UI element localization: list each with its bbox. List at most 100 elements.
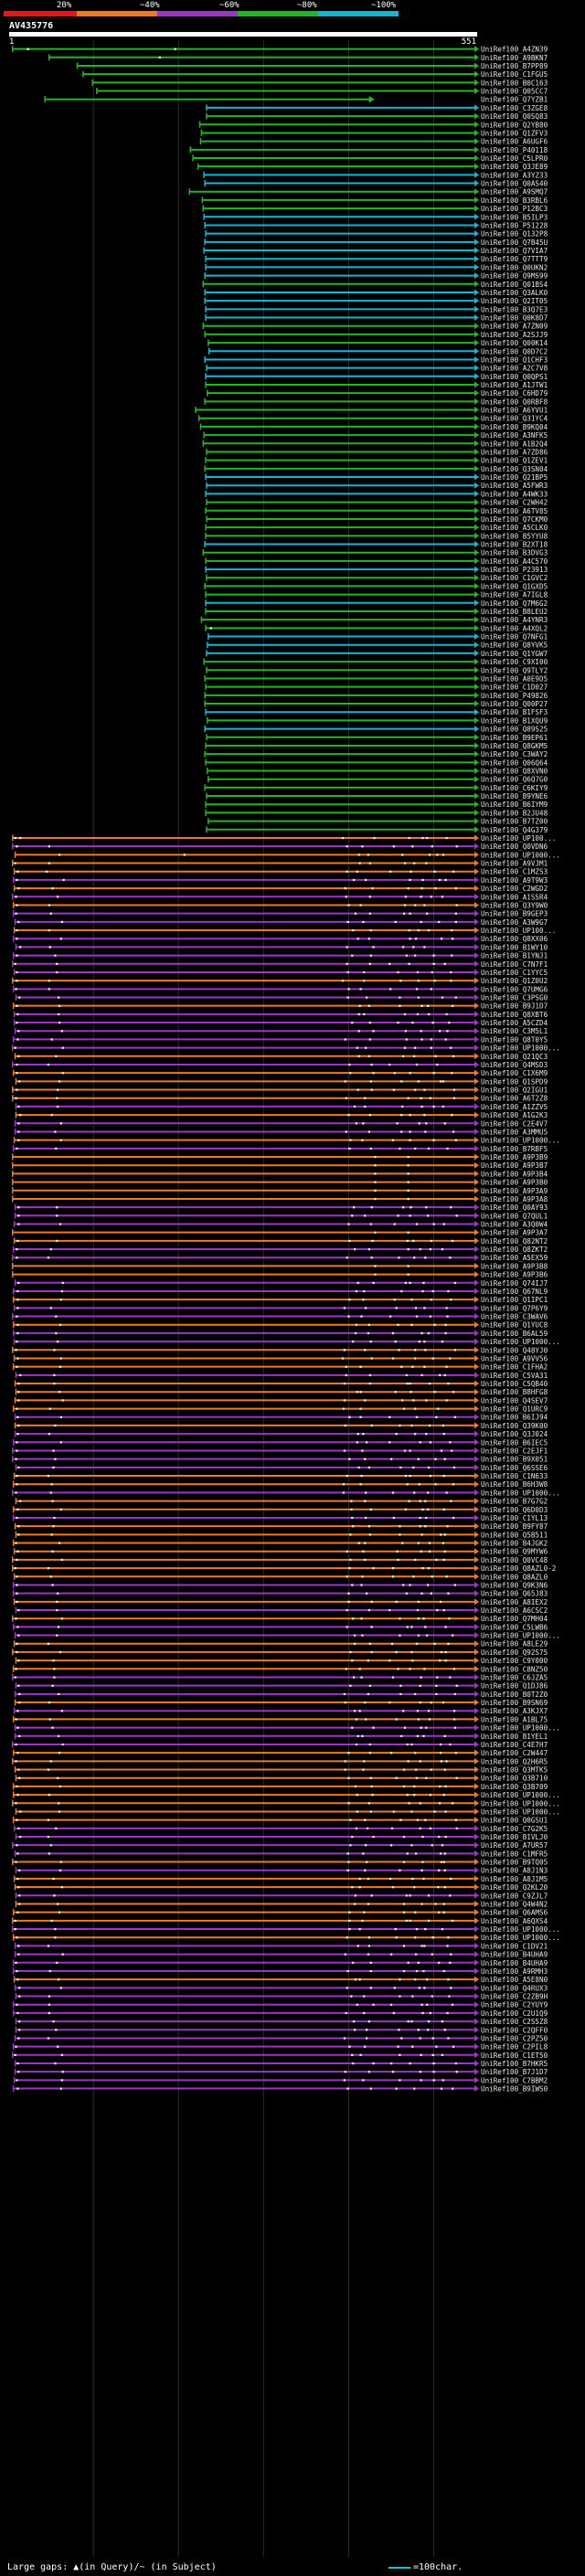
hit-row: UniRef100_A1G2K3 <box>15 1111 548 1119</box>
gap-mark <box>392 2011 395 2015</box>
hit-row: UniRef100_A3W9G7 <box>14 918 548 927</box>
gap-mark <box>409 1139 411 1141</box>
gap-mark <box>16 1341 18 1343</box>
hit-row: UniRef100_Q8AZL0 <box>13 1573 548 1581</box>
gap-mark <box>368 1373 371 1377</box>
gap-mark <box>17 1768 20 1771</box>
gap-mark <box>409 1475 411 1478</box>
hit-end-arrow <box>474 1405 479 1413</box>
gap-mark <box>439 878 441 882</box>
hit-label: UniRef100_C2PIL8 <box>481 2043 548 2051</box>
large-gaps-note: Large gaps: ▲(in Query)/~ (in Subject) <box>7 2562 217 2572</box>
gap-mark <box>399 2053 401 2057</box>
gap-mark <box>17 1030 20 1033</box>
hit-row: UniRef100_C1X6M9 <box>12 1069 548 1077</box>
gap-mark <box>445 1012 448 1016</box>
gap-mark <box>15 896 17 898</box>
hit-end-arrow <box>474 473 479 481</box>
hit-row: UniRef100_C3WAY2 <box>204 750 548 758</box>
hit-label: UniRef100_Q9TLY2 <box>481 666 548 674</box>
gap-mark <box>402 1969 406 1973</box>
gap-mark <box>420 1726 422 1729</box>
hit-label: UniRef100_A9P3B0 <box>481 1179 548 1187</box>
hit-row: UniRef100_C2PZ50 <box>14 2034 548 2042</box>
hit-end-arrow <box>474 2068 479 2075</box>
gap-mark <box>344 1701 346 1704</box>
gap-mark <box>16 1088 18 1091</box>
gap-mark <box>357 853 360 856</box>
hit-label: UniRef100_B0C163 <box>481 79 548 87</box>
hit-row: UniRef100_Q2IT05 <box>204 297 548 305</box>
gap-mark <box>351 2053 354 2057</box>
hit-end-arrow <box>474 331 479 338</box>
gap-mark <box>373 836 376 840</box>
gap-mark <box>409 938 411 940</box>
gap-mark <box>401 1542 404 1544</box>
hit-label: UniRef100_B3DVG3 <box>481 549 548 557</box>
gap-mark <box>368 1684 371 1687</box>
gap-mark <box>49 1248 52 1251</box>
hit-row: UniRef100_B6IJ94 <box>14 1414 548 1422</box>
hit-label: UniRef100_Q00K14 <box>481 339 548 347</box>
gap-mark <box>455 1684 458 1687</box>
gap-mark <box>404 1508 408 1511</box>
hit-end-arrow <box>474 1095 479 1102</box>
hit-label: UniRef100_Q00P27 <box>481 700 548 708</box>
hit-label: UniRef100_C1GVC2 <box>481 574 548 582</box>
hit-end-arrow <box>474 213 479 220</box>
gap-mark <box>367 1936 370 1939</box>
hit-label: UniRef100_Q3J024 <box>481 1430 548 1438</box>
gap-mark <box>402 912 406 915</box>
hit-label: UniRef100_P51228 <box>481 221 548 229</box>
gap-mark <box>349 1533 352 1536</box>
gap-mark <box>399 1869 401 1871</box>
gap-mark <box>420 920 422 924</box>
gap-mark <box>407 1197 410 1201</box>
gap-mark <box>427 929 431 932</box>
gap-mark <box>16 1289 19 1293</box>
gap-mark <box>419 1760 421 1763</box>
gap-mark <box>52 1659 55 1662</box>
gap-mark <box>17 1214 20 1217</box>
gap-mark <box>436 853 439 856</box>
gap-mark <box>432 962 435 965</box>
gap-mark <box>414 1752 417 1754</box>
hit-end-arrow <box>474 1632 479 1639</box>
gap-mark <box>356 2003 358 2006</box>
gap-mark <box>430 1239 432 1243</box>
hit-row: UniRef100_B6IYM9 <box>205 800 548 809</box>
gap-mark <box>51 1726 54 1729</box>
gap-mark <box>372 1072 375 1075</box>
gap-mark <box>424 1928 427 1931</box>
hit-row: UniRef100_B1FSF3 <box>205 708 548 716</box>
hit-end-arrow <box>474 860 479 867</box>
hit-label: UniRef100_Q06Q64 <box>481 758 548 767</box>
gap-mark <box>357 1466 360 1469</box>
hit-end-arrow <box>474 272 479 280</box>
gap-mark <box>449 1441 452 1444</box>
hit-end-arrow <box>474 943 479 950</box>
hit-row: UniRef100_A3MMU5 <box>14 1128 548 1136</box>
gap-mark <box>16 2062 19 2065</box>
gap-mark <box>60 1030 63 1033</box>
gap-mark <box>402 1785 406 1788</box>
gap-mark <box>418 1483 420 1486</box>
gap-mark <box>47 1063 50 1066</box>
gap-mark <box>346 1869 349 1871</box>
gap-mark <box>357 1030 360 1033</box>
hit-label: UniRef100_C2QFF0 <box>481 2026 548 2034</box>
hit-row: UniRef100_B3RBL6 <box>201 196 548 205</box>
gap-mark <box>58 1391 61 1394</box>
gap-mark <box>414 954 417 957</box>
hit-row: UniRef100_Q3ALK0 <box>204 289 548 297</box>
gap-mark <box>16 904 18 906</box>
gap-mark <box>391 1567 395 1570</box>
hit-end-arrow <box>474 1498 479 1505</box>
hit-label: UniRef100_B9FY87 <box>481 1522 548 1531</box>
gap-mark <box>365 2037 368 2040</box>
hit-label: UniRef100_A7ZD86 <box>481 448 548 456</box>
hit-end-arrow <box>474 323 479 330</box>
hit-end-arrow <box>474 180 479 187</box>
gap-mark <box>58 1323 62 1326</box>
hit-end-arrow <box>474 700 479 707</box>
